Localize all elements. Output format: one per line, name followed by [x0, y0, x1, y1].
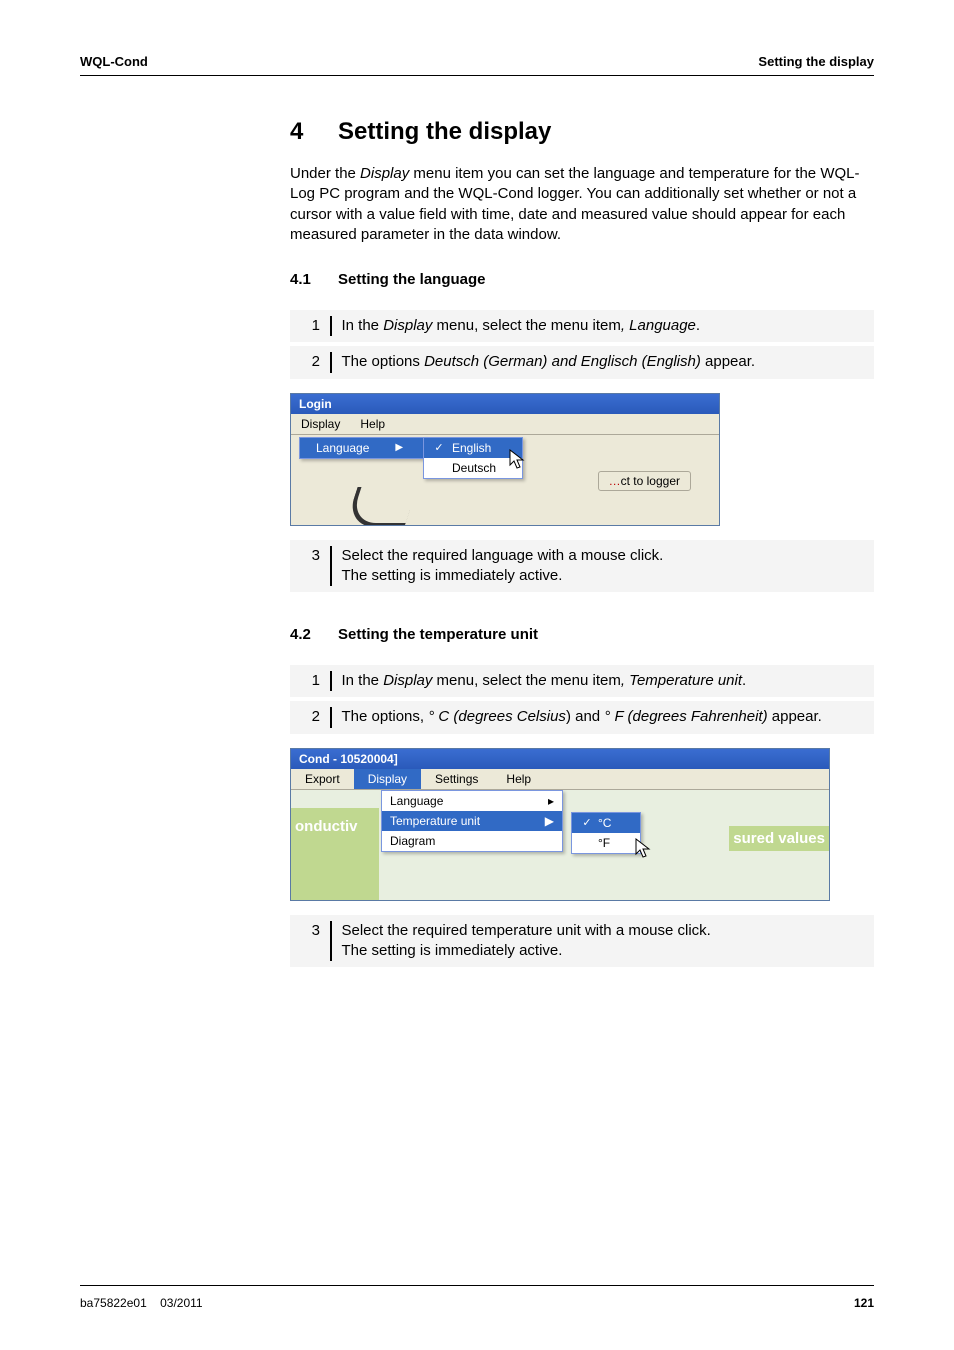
title-num: 4	[290, 118, 338, 146]
display-dropdown[interactable]: Language ▸ Temperature unit ▶ Diagram	[381, 790, 563, 852]
header-right: Setting the display	[758, 54, 874, 69]
it: , Language	[621, 317, 696, 334]
it: ° C (degrees Celsius	[428, 708, 566, 725]
section-41: 4.1Setting the language	[290, 271, 874, 288]
label: Language	[390, 794, 443, 808]
section-42: 4.2Setting the temperature unit	[290, 626, 874, 643]
menu-language[interactable]: Language ▶	[300, 438, 425, 458]
header-left: WQL-Cond	[80, 54, 148, 69]
sec-num: 4.1	[290, 271, 338, 288]
menu-display[interactable]: Display	[291, 414, 350, 434]
sec-title: Setting the language	[338, 271, 486, 288]
intro-text: Under the Display menu item you can set …	[290, 164, 874, 245]
menu-deutsch[interactable]: Deutsch	[424, 458, 522, 478]
step-text: In the Display menu, select the menu ite…	[342, 316, 865, 336]
it: Display	[383, 317, 432, 334]
decorative-line	[345, 487, 418, 525]
line: Select the required language with a mous…	[342, 547, 664, 564]
check-icon: ✓	[432, 441, 446, 454]
line: The setting is immediately active.	[342, 942, 563, 959]
sidebar: onductiv	[291, 808, 379, 900]
label: Diagram	[390, 834, 435, 848]
line: Select the required temperature unit wit…	[342, 922, 711, 939]
menu-export[interactable]: Export	[291, 769, 354, 789]
sec-title: Setting the temperature unit	[338, 626, 538, 643]
step-num: 2	[300, 707, 330, 727]
sep	[330, 546, 332, 587]
right-label: sured values	[729, 826, 829, 851]
sec-num: 4.2	[290, 626, 338, 643]
sep	[330, 671, 332, 691]
menu-help[interactable]: Help	[350, 414, 395, 434]
check-icon: ✓	[580, 816, 594, 829]
menu-language[interactable]: Language ▸	[382, 791, 562, 811]
step-text: Select the required temperature unit wit…	[342, 921, 865, 962]
it: e	[538, 317, 546, 334]
doc-date: 03/2011	[160, 1296, 203, 1310]
cond-screenshot: Cond - 10520004] Export Display Settings…	[290, 748, 830, 901]
language-menu[interactable]: Language ▶	[299, 437, 426, 459]
label: English	[452, 441, 491, 455]
menu-temperature[interactable]: Temperature unit ▶	[382, 811, 562, 831]
chevron-right-icon: ▸	[548, 794, 554, 808]
footer-left: ba75822e01 03/2011	[80, 1296, 203, 1310]
step-num: 3	[300, 546, 330, 587]
line: The setting is immediately active.	[342, 567, 563, 584]
label: °C	[598, 816, 611, 830]
label: Language	[316, 441, 369, 455]
doc-id: ba75822e01	[80, 1296, 147, 1310]
cursor-icon	[509, 449, 527, 471]
it: , Temperature unit	[621, 672, 742, 689]
menu-display[interactable]: Display	[354, 769, 421, 789]
label: Deutsch	[452, 461, 496, 475]
chevron-right-icon: ▶	[395, 442, 403, 453]
step-text: The options Deutsch (German) and Englisc…	[342, 352, 865, 372]
step-num: 1	[300, 316, 330, 336]
page-title: 4Setting the display	[290, 118, 874, 146]
italic: Display	[360, 165, 409, 182]
connect-button[interactable]: …ct to logger	[598, 471, 691, 491]
sep	[330, 316, 332, 336]
menu-celsius[interactable]: ✓ °C	[572, 813, 640, 833]
cursor-icon	[635, 838, 653, 860]
menu-help[interactable]: Help	[492, 769, 545, 789]
temp-submenu[interactable]: ✓ °C °F	[571, 812, 641, 854]
window-title: Cond - 10520004]	[291, 749, 829, 769]
label: ct to logger	[621, 474, 680, 488]
step-num: 1	[300, 671, 330, 691]
step-num: 2	[300, 352, 330, 372]
login-screenshot: Login Display Help Language ▶ ✓ English De…	[290, 393, 720, 526]
menu-english[interactable]: ✓ English	[424, 438, 522, 458]
menu-fahrenheit[interactable]: °F	[572, 833, 640, 853]
menu-diagram[interactable]: Diagram	[382, 831, 562, 851]
chevron-right-icon: ▶	[545, 814, 554, 828]
sep	[330, 921, 332, 962]
step-text: The options, ° C (degrees Celsius) and °…	[342, 707, 865, 727]
sep	[330, 707, 332, 727]
sep	[330, 352, 332, 372]
step-text: In the Display menu, select the menu ite…	[342, 671, 865, 691]
it: ° F (degrees Fahrenheit)	[604, 708, 767, 725]
it: Display	[383, 672, 432, 689]
it: Deutsch (German) and Englisch (English)	[424, 353, 701, 370]
step-num: 3	[300, 921, 330, 962]
label: Temperature unit	[390, 814, 480, 828]
menu-settings[interactable]: Settings	[421, 769, 492, 789]
label: °F	[598, 836, 610, 850]
page-number: 121	[854, 1296, 874, 1310]
window-title: Login	[291, 394, 719, 414]
sidebar-label: onductiv	[291, 818, 358, 835]
title-text: Setting the display	[338, 118, 551, 145]
step-text: Select the required language with a mous…	[342, 546, 865, 587]
it: e	[538, 672, 546, 689]
